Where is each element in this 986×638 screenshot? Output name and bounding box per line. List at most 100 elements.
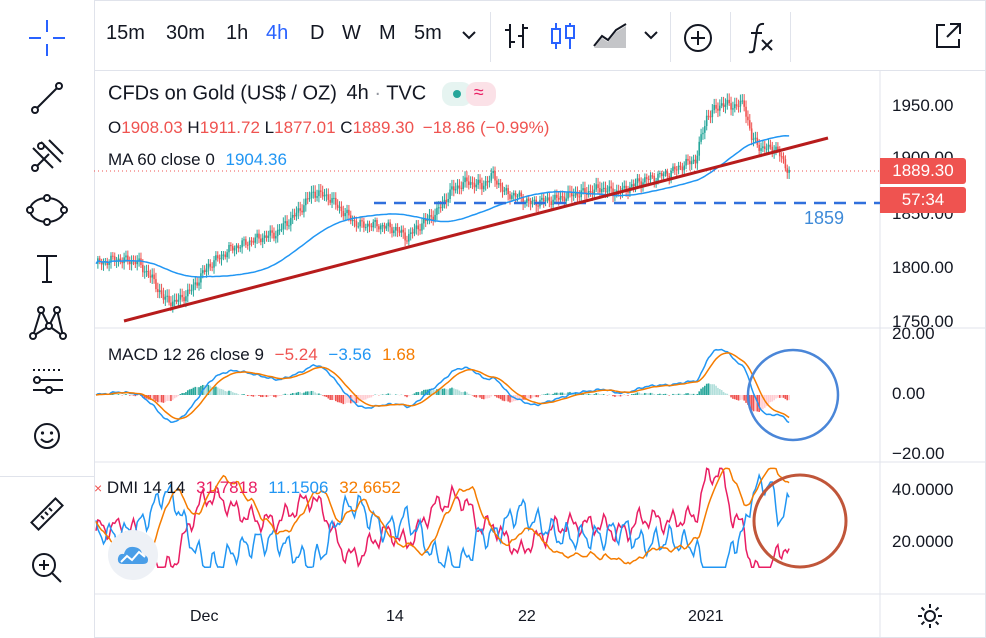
macd-histogram-bar — [518, 395, 521, 400]
toolbar-divider — [490, 12, 491, 62]
candle-body — [713, 105, 715, 111]
candle-body — [786, 168, 789, 173]
area-chart-icon — [593, 23, 627, 48]
pitchfork-tool[interactable] — [20, 136, 74, 176]
candles-icon — [551, 23, 575, 49]
macd-histogram-bar — [445, 389, 448, 395]
macd-histogram-bar — [719, 389, 721, 395]
candle-body — [127, 255, 129, 262]
dmi-legend[interactable]: × DMI 14 14 31.7818 11.1506 32.6652 — [94, 478, 401, 498]
candle-body — [203, 270, 206, 273]
ma-legend[interactable]: MA 60 close 0 1904.36 — [108, 150, 287, 170]
macd-histogram-bar — [415, 392, 418, 395]
patterns-tool[interactable] — [20, 304, 74, 344]
interval-d[interactable]: D — [310, 22, 325, 44]
current-price-label[interactable]: 1889.30 — [880, 158, 966, 184]
macd-histogram-bar — [336, 395, 339, 403]
open-external-button[interactable] — [932, 20, 964, 57]
macd-histogram-bar — [767, 395, 770, 404]
macd-histogram-bar — [334, 395, 337, 402]
candle-body — [441, 202, 444, 208]
data-mode-pill[interactable]: ≈ — [465, 82, 496, 106]
macd-histogram-bar — [218, 388, 221, 395]
candle-body — [348, 209, 350, 216]
interval-dropdown[interactable] — [460, 26, 478, 49]
candle-body — [689, 160, 691, 165]
indicators-button[interactable] — [744, 20, 778, 59]
macd-histogram-bar — [344, 395, 346, 404]
macd-histogram-bar — [782, 395, 785, 398]
candle-body — [638, 178, 641, 182]
interval-15m[interactable]: 15m — [106, 22, 145, 44]
crosshair-tool[interactable] — [20, 19, 74, 60]
macd-highlight-circle[interactable] — [746, 348, 840, 442]
candle-body — [750, 128, 753, 140]
macd-histogram-bar — [595, 393, 597, 395]
macd-pane[interactable] — [95, 348, 790, 424]
interval-m[interactable]: M — [379, 22, 396, 44]
macd-histogram-bar — [640, 393, 642, 395]
symbol-legend[interactable]: CFDs on Gold (US$ / OZ) 4h · TVC ≈ — [108, 82, 496, 106]
macd-histogram-bar — [246, 395, 249, 396]
candle-body — [544, 200, 547, 202]
measure-tool[interactable] — [20, 496, 74, 536]
macd-histogram-bar — [269, 395, 272, 397]
compare-add-button[interactable] — [682, 22, 714, 59]
candle-body — [600, 188, 603, 193]
macd-histogram-bar — [458, 390, 461, 395]
macd-histogram-bar — [647, 393, 650, 395]
text-tool[interactable] — [20, 250, 74, 290]
candle-body — [282, 223, 285, 230]
candle-body — [387, 222, 390, 227]
dmi-pane[interactable] — [95, 467, 790, 569]
macd-legend[interactable]: MACD 12 26 close 9 −5.24 −3.56 1.68 — [108, 345, 415, 365]
interval-5m[interactable]: 5m — [414, 22, 442, 44]
macd-histogram-bar — [724, 393, 727, 395]
candle-body — [747, 116, 749, 121]
dmi-highlight-circle[interactable] — [752, 473, 848, 569]
macd-histogram-bar — [216, 387, 219, 395]
icons-tool[interactable] — [20, 418, 74, 458]
interval-4h[interactable]: 4h — [266, 22, 289, 44]
candle-body — [366, 223, 369, 228]
macd-histogram-bar — [659, 393, 661, 395]
chart-canvas[interactable] — [94, 70, 986, 638]
candle-body — [705, 115, 708, 127]
candles-style-button[interactable] — [548, 20, 578, 57]
prediction-tool[interactable] — [20, 362, 74, 402]
close-value: 1889.30 — [352, 118, 415, 137]
candle-body — [321, 191, 324, 197]
candle-body — [730, 103, 732, 110]
macd-histogram-bar — [290, 393, 292, 395]
candle-body — [464, 177, 466, 183]
candle-body — [162, 294, 165, 300]
macd-histogram-bar — [690, 393, 693, 395]
chart-area[interactable]: CFDs on Gold (US$ / OZ) 4h · TVC ≈ O1908… — [94, 70, 986, 638]
interval-1h[interactable]: 1h — [226, 22, 249, 44]
macd-histogram-bar — [243, 394, 245, 395]
candle-body — [565, 198, 568, 202]
macd-histogram-bar — [164, 395, 167, 403]
chart-style-dropdown[interactable] — [642, 26, 660, 49]
candle-body — [168, 295, 170, 303]
area-style-button[interactable] — [592, 20, 628, 57]
trend-line[interactable] — [123, 136, 829, 323]
time-tick: 14 — [386, 608, 404, 625]
candle-body — [630, 184, 633, 187]
trend-line-tool[interactable] — [20, 80, 74, 120]
zoom-tool[interactable] — [20, 550, 74, 590]
macd-histogram-bar — [556, 392, 558, 395]
bars-style-button[interactable] — [502, 20, 532, 57]
candle-body — [479, 179, 481, 184]
interval-w[interactable]: W — [342, 22, 361, 44]
macd-histogram-bar — [181, 393, 183, 395]
macd-histogram-bar — [539, 395, 541, 397]
collapse-icon[interactable]: × — [94, 480, 103, 496]
chart-settings-button[interactable] — [916, 602, 944, 635]
macd-histogram-bar — [748, 395, 751, 408]
interval-30m[interactable]: 30m — [166, 22, 205, 44]
candle-body — [179, 294, 182, 300]
shapes-tool[interactable] — [20, 192, 74, 232]
candle-body — [215, 255, 217, 261]
candle-body — [100, 261, 103, 265]
